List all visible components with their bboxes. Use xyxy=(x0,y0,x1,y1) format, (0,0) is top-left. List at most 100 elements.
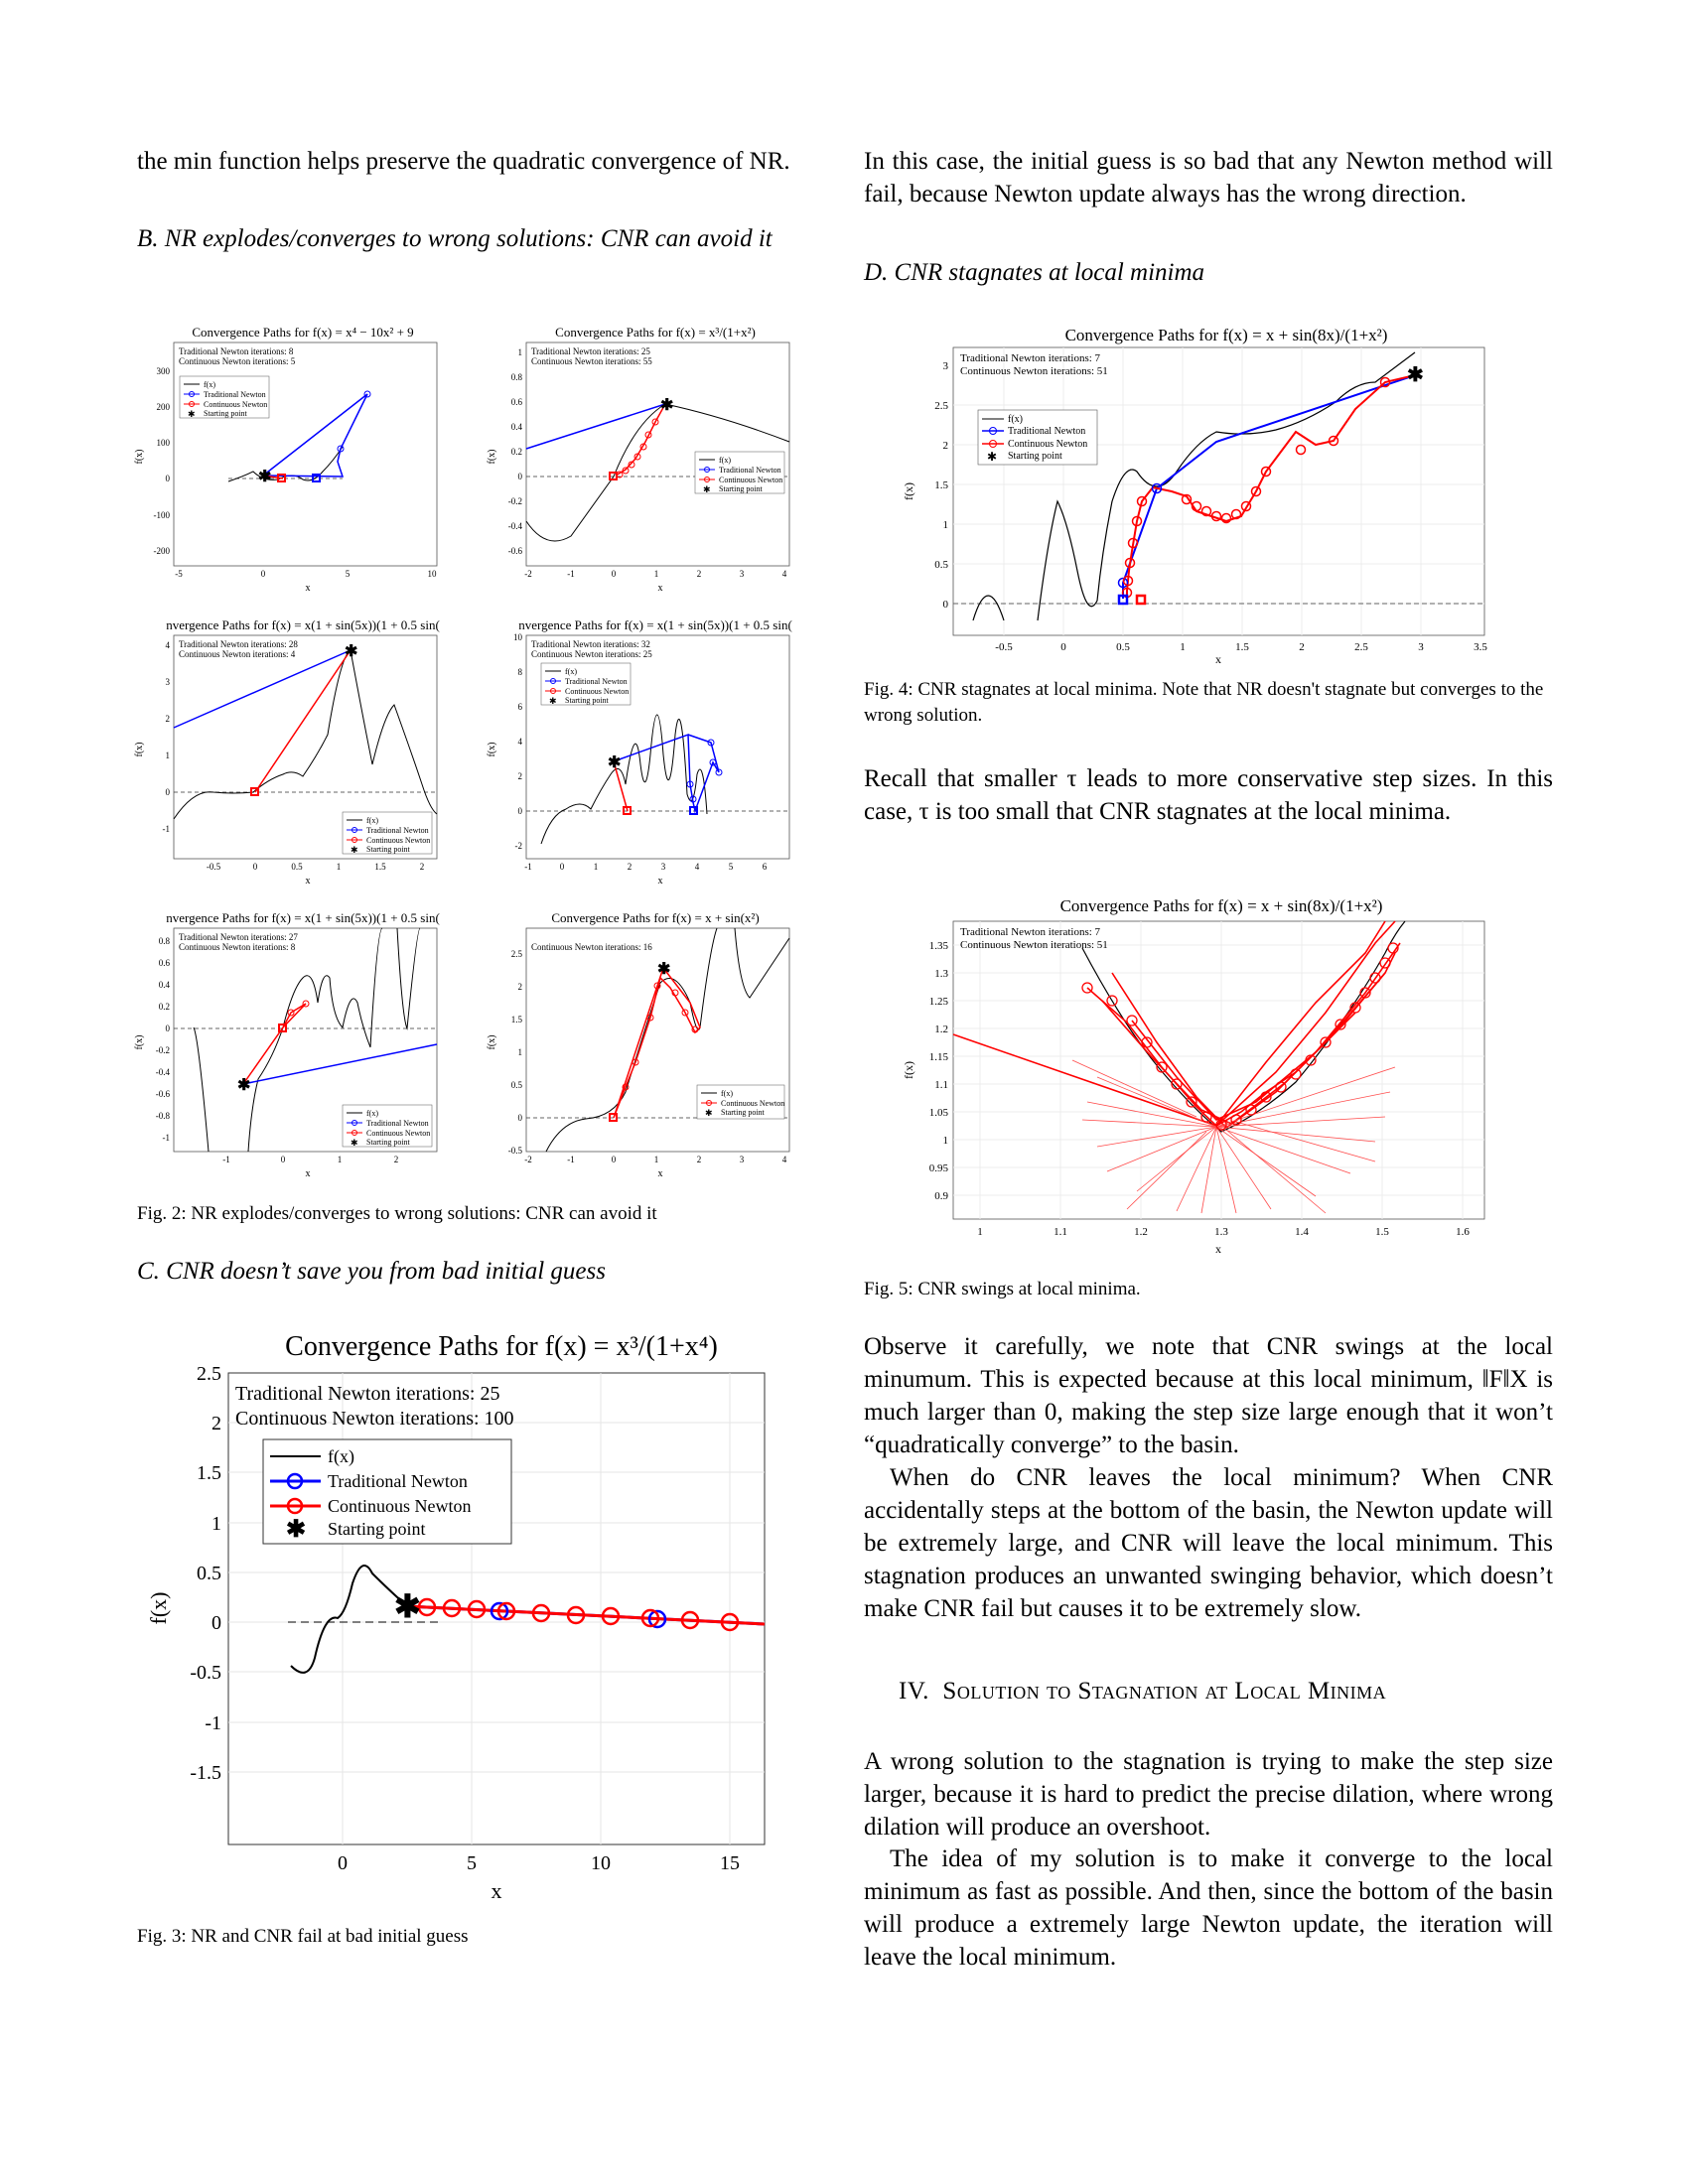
svg-text:2: 2 xyxy=(166,714,171,724)
svg-text:Continuous Newton: Continuous Newton xyxy=(204,400,267,409)
svg-text:1.2: 1.2 xyxy=(1134,1226,1148,1238)
svg-text:✱: ✱ xyxy=(703,484,711,494)
legend: f(x) Traditional Newton Continuous Newto… xyxy=(540,662,632,706)
continuous-newton-path xyxy=(613,967,701,1119)
svg-text:Traditional Newton: Traditional Newton xyxy=(565,677,628,686)
svg-text:✱: ✱ xyxy=(549,696,557,706)
svg-text:1.15: 1.15 xyxy=(929,1051,949,1063)
continuous-newton-path xyxy=(952,920,1401,1130)
x-axis-label: x xyxy=(306,583,311,594)
svg-text:0.5: 0.5 xyxy=(197,1563,221,1584)
svg-text:10: 10 xyxy=(428,569,438,579)
plot-title: Convergence Paths for f(x) = x + sin(x²) xyxy=(551,910,759,925)
y-tick-labels: 2.5 2 1.5 1 0.5 0 -0.5 xyxy=(508,949,523,1156)
tn-iter-label: Traditional Newton iterations: 25 xyxy=(235,1383,499,1405)
plot-axes xyxy=(173,927,438,1153)
plot-title: nvergence Paths for f(x) = x(1 + sin(5x)… xyxy=(166,617,440,632)
svg-text:-2: -2 xyxy=(524,569,532,579)
svg-text:0.6: 0.6 xyxy=(511,397,523,407)
tn-iter-label: Traditional Newton iterations: 8 xyxy=(179,346,294,356)
svg-text:Continuous Newton: Continuous Newton xyxy=(366,836,430,845)
start-marker: ✱ xyxy=(345,643,357,660)
traditional-newton-path xyxy=(1122,374,1416,599)
cn-end-marker xyxy=(623,806,632,815)
svg-text:3.5: 3.5 xyxy=(1474,641,1487,653)
cn-markers xyxy=(417,1597,740,1632)
legend: f(x) Traditional Newton Continuous Newto… xyxy=(342,1104,433,1148)
svg-text:Starting point: Starting point xyxy=(721,1108,766,1117)
svg-text:-100: -100 xyxy=(154,510,171,520)
svg-text:0: 0 xyxy=(281,1155,286,1164)
svg-text:f(x): f(x) xyxy=(719,456,731,465)
f-curve xyxy=(173,649,438,820)
continuous-newton-path xyxy=(262,475,284,479)
fig2-plot-6: Convergence Paths for f(x) = x + sin(x²)… xyxy=(487,910,790,1179)
svg-text:1: 1 xyxy=(654,1155,659,1164)
svg-text:5: 5 xyxy=(729,862,734,872)
svg-text:-0.4: -0.4 xyxy=(508,521,523,531)
svg-text:300: 300 xyxy=(157,366,171,376)
svg-text:1.5: 1.5 xyxy=(934,479,948,491)
svg-text:1: 1 xyxy=(1180,641,1186,653)
tn-markers xyxy=(1117,482,1163,589)
svg-text:✱: ✱ xyxy=(987,450,997,464)
svg-text:6: 6 xyxy=(518,702,523,712)
plot-title: nvergence Paths for f(x) = x(1 + sin(5x)… xyxy=(166,910,440,925)
f-curve xyxy=(540,714,708,845)
traditional-newton-path xyxy=(262,393,368,478)
fig2-plot-1: Convergence Paths for f(x) = x⁴ − 10x² +… xyxy=(134,325,438,594)
svg-text:Starting point: Starting point xyxy=(366,1138,411,1147)
cn-markers xyxy=(1081,942,1399,1131)
svg-text:2: 2 xyxy=(697,569,702,579)
tn-iter-label: Traditional Newton iterations: 7 xyxy=(960,352,1101,364)
svg-text:1.5: 1.5 xyxy=(197,1462,221,1484)
svg-text:Traditional Newton: Traditional Newton xyxy=(328,1471,468,1491)
svg-text:1.1: 1.1 xyxy=(1054,1226,1067,1238)
svg-text:2: 2 xyxy=(943,440,949,452)
svg-text:0.8: 0.8 xyxy=(159,936,171,946)
svg-text:3: 3 xyxy=(740,569,745,579)
svg-text:8: 8 xyxy=(518,667,523,677)
svg-text:5: 5 xyxy=(346,569,351,579)
x-axis-label: x xyxy=(658,876,663,887)
traditional-newton-path xyxy=(242,1043,438,1085)
svg-text:-0.6: -0.6 xyxy=(156,1089,171,1099)
svg-text:1.5: 1.5 xyxy=(511,1015,523,1024)
start-marker: ✱ xyxy=(394,1588,421,1624)
svg-text:-1: -1 xyxy=(205,1712,221,1734)
svg-text:1.1: 1.1 xyxy=(934,1079,948,1091)
fig2-plot-5: nvergence Paths for f(x) = x(1 + sin(5x)… xyxy=(134,910,440,1179)
svg-text:100: 100 xyxy=(157,438,171,448)
cn-markers xyxy=(622,982,699,1091)
svg-text:Continuous Newton: Continuous Newton xyxy=(565,687,629,696)
svg-text:3: 3 xyxy=(943,360,949,372)
tn-iter-label: Traditional Newton iterations: 32 xyxy=(531,639,650,649)
x-tick-labels: 0 5 10 15 xyxy=(338,1852,740,1874)
intro-paragraph: the min function helps preserve the quad… xyxy=(137,148,790,175)
traditional-newton-path xyxy=(613,733,720,814)
plot-axes xyxy=(227,1372,766,1845)
svg-text:-5: -5 xyxy=(175,569,183,579)
svg-text:f(x): f(x) xyxy=(328,1446,354,1467)
section-c-heading: C. CNR doesn’t save you from bad initial… xyxy=(137,1258,606,1285)
svg-text:2.5: 2.5 xyxy=(197,1363,221,1385)
tn-iter-label: Traditional Newton iterations: 27 xyxy=(179,932,298,942)
cn-iter-label: Continuous Newton iterations: 8 xyxy=(179,942,296,952)
cn-end-marker xyxy=(278,1024,287,1032)
fig2-plot-4: nvergence Paths for f(x) = x(1 + sin(5x)… xyxy=(487,617,792,887)
svg-text:0.5: 0.5 xyxy=(934,559,948,571)
y-tick-labels: 2.5 2 1.5 1 0.5 0 -0.5 -1 -1.5 xyxy=(190,1363,221,1784)
svg-text:Starting point: Starting point xyxy=(719,484,764,493)
svg-text:0.9: 0.9 xyxy=(934,1190,948,1202)
fig2-caption: Fig. 2: NR explodes/converges to wrong s… xyxy=(137,1203,657,1224)
x-axis-label: x xyxy=(658,583,663,594)
y-axis-label: f(x) xyxy=(487,743,497,757)
y-tick-labels: 1.35 1.3 1.25 1.2 1.15 1.1 1.05 1 0.95 0.9 xyxy=(929,940,949,1202)
y-axis-label: f(x) xyxy=(902,482,915,500)
svg-text:1: 1 xyxy=(943,1135,949,1147)
svg-text:0: 0 xyxy=(338,1852,348,1874)
svg-text:3: 3 xyxy=(1418,641,1424,653)
fig2-plot-3: nvergence Paths for f(x) = x(1 + sin(5x)… xyxy=(134,617,440,887)
svg-text:0.8: 0.8 xyxy=(511,372,523,382)
svg-text:Continuous Newton: Continuous Newton xyxy=(721,1099,784,1108)
